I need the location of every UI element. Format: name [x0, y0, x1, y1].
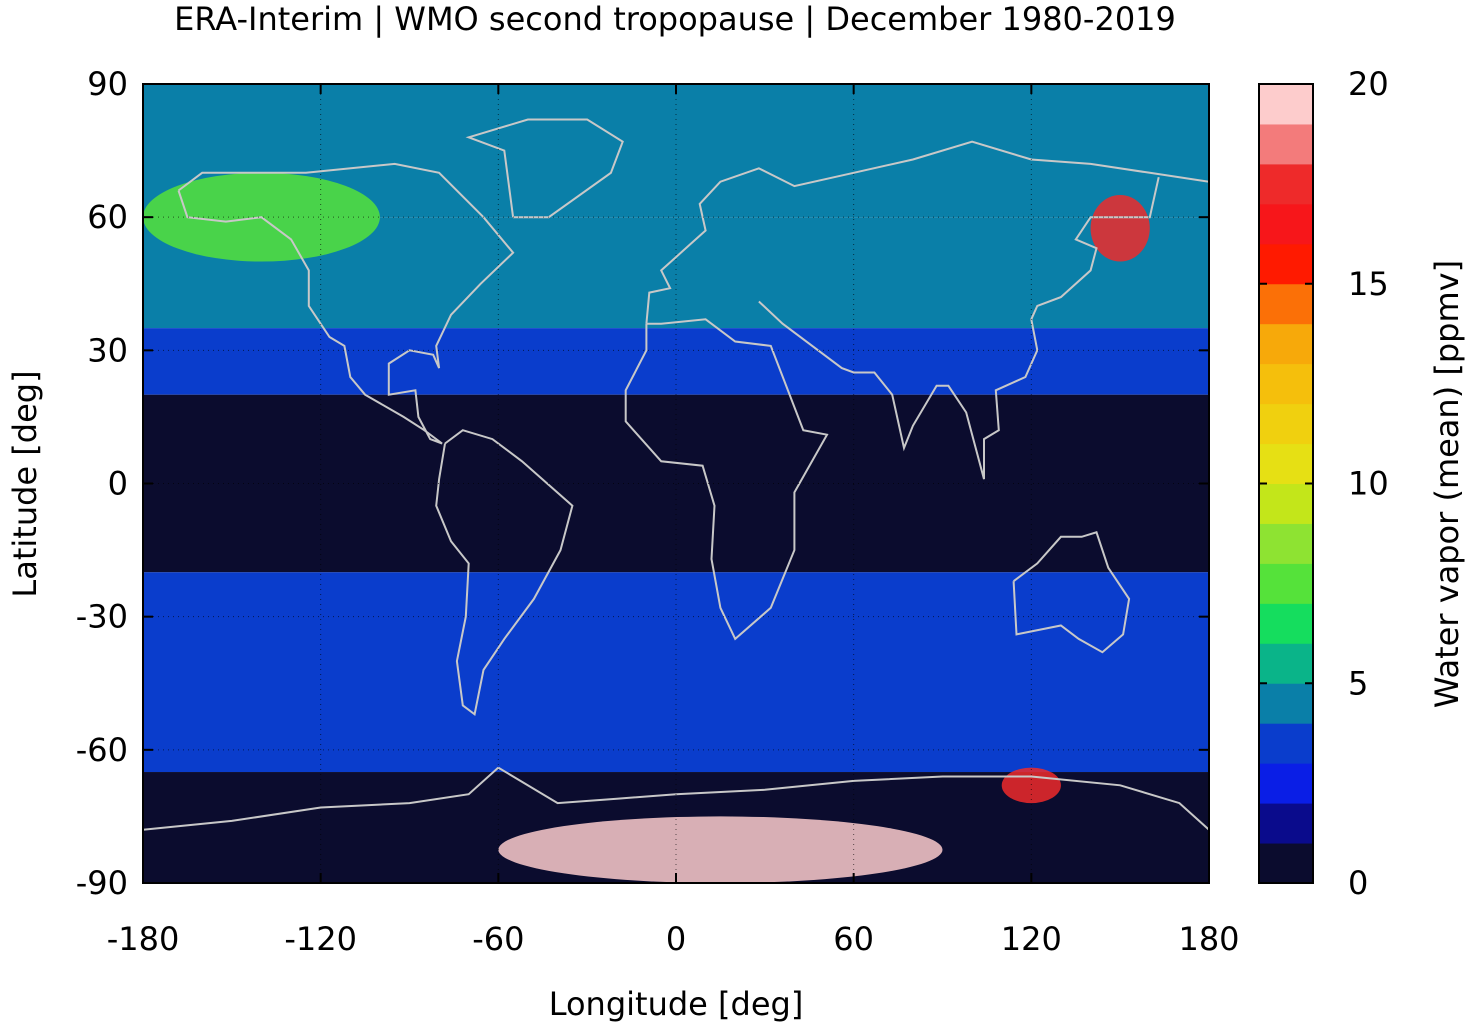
y-tick-label-1: 60	[87, 198, 128, 236]
y-tick-label-0: 90	[87, 65, 128, 103]
x-tick-label-1: -120	[284, 920, 357, 958]
colorbar-level-9	[1259, 483, 1313, 524]
colorbar-label: Water vapor (mean) [ppmv]	[1428, 260, 1466, 708]
x-tick-label-2: -60	[472, 920, 524, 958]
x-axis: -180 -120 -60 0 60 120 180	[107, 84, 1240, 958]
colorbar-level-8	[1259, 523, 1313, 564]
coastline-1	[435, 429, 574, 717]
coastline-4	[758, 176, 1160, 480]
x-tick-label-3: 0	[666, 920, 686, 958]
colorbar: 0 5 10 15 20	[1258, 65, 1389, 902]
colorbar-level-3	[1259, 723, 1313, 764]
colorbar-level-2	[1259, 763, 1313, 804]
x-tick-label-6: 180	[1178, 920, 1239, 958]
colorbar-level-7	[1259, 563, 1313, 604]
colorbar-level-15	[1259, 243, 1313, 285]
colorbar-level-10	[1259, 443, 1313, 484]
coastline-2	[624, 318, 829, 641]
zonal-band-4	[143, 572, 1209, 773]
colorbar-level-17	[1259, 163, 1313, 205]
colorbar-level-14	[1259, 283, 1313, 325]
chart-title: ERA-Interim | WMO second tropopause | De…	[174, 0, 1176, 38]
y-tick-label-3: 0	[108, 465, 128, 503]
y-tick-label-6: -90	[76, 864, 128, 902]
y-tick-label-4: -30	[76, 598, 128, 636]
coastline-0	[177, 162, 515, 445]
colorbar-level-4	[1259, 683, 1313, 724]
colorbar-tick-label-2: 10	[1348, 465, 1389, 503]
coastline-6	[497, 766, 1209, 831]
colorbar-level-18	[1259, 123, 1313, 165]
y-tick-label-2: 30	[87, 331, 128, 369]
y-axis: 90 60 30 0 -30 -60 -90	[76, 65, 1209, 902]
colorbar-level-0	[1259, 843, 1313, 884]
coastline-5	[1012, 531, 1131, 654]
grid-lines	[143, 84, 1209, 883]
colorbar-tick-label-0: 0	[1348, 864, 1368, 902]
feature-3	[498, 816, 943, 883]
colorbar-level-6	[1259, 603, 1313, 644]
x-axis-label: Longitude [deg]	[549, 985, 804, 1023]
colorbar-level-12	[1259, 363, 1313, 405]
x-tick-label-4: 60	[833, 920, 874, 958]
colorbar-level-16	[1259, 203, 1313, 245]
zonal-band-3	[143, 394, 1209, 573]
x-tick-label-5: 120	[1001, 920, 1062, 958]
coastline-8	[465, 118, 624, 219]
x-tick-label-0: -180	[107, 920, 180, 958]
colorbar-tick-label-3: 15	[1348, 265, 1389, 303]
colorbar-level-5	[1259, 643, 1313, 684]
coastline-7	[143, 766, 499, 831]
colorbar-level-19	[1259, 84, 1313, 125]
colorbar-tick-label-1: 5	[1348, 664, 1368, 702]
feature-2	[1001, 767, 1061, 804]
colorbar-tick-label-4: 20	[1348, 65, 1389, 103]
colorbar-level-11	[1259, 403, 1313, 445]
plot-area	[143, 84, 1209, 883]
coastline-3	[645, 140, 1209, 324]
colorbar-level-1	[1259, 803, 1313, 844]
colorbar-level-13	[1259, 323, 1313, 365]
y-axis-label: Latitude [deg]	[6, 370, 44, 597]
feature-1	[1090, 194, 1150, 262]
y-tick-label-5: -60	[76, 731, 128, 769]
